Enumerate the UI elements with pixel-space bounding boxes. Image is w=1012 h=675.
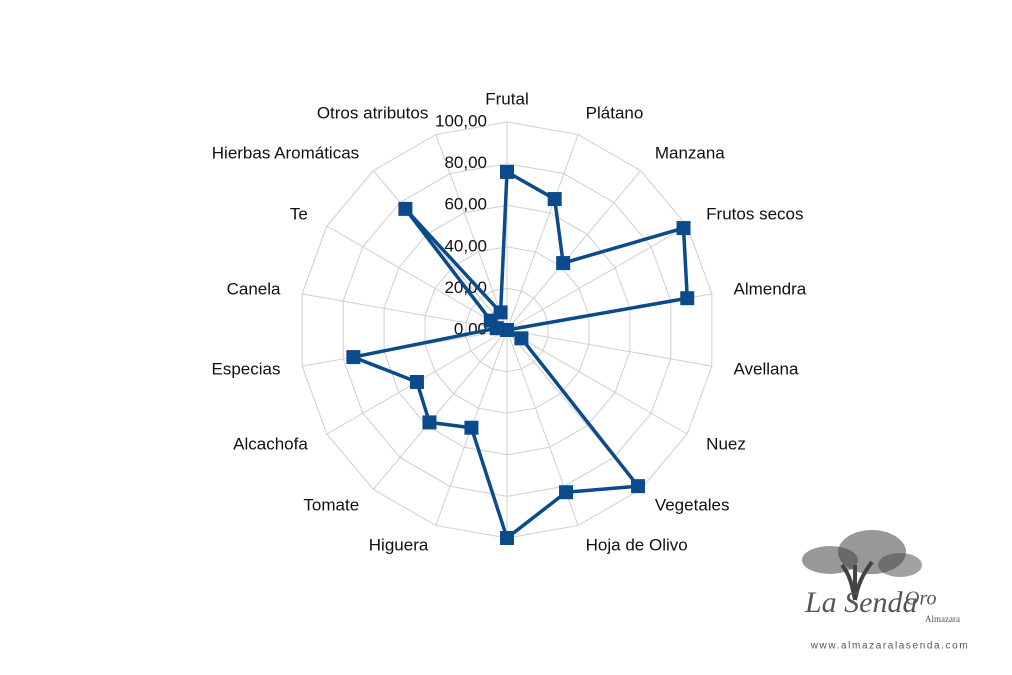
marker — [500, 531, 514, 545]
category-label: Hoja de Olivo — [586, 536, 688, 555]
logo-subtitle: Almazara — [925, 614, 960, 624]
spoke — [372, 170, 508, 331]
spoke — [506, 170, 642, 331]
category-label: Nuez — [706, 434, 746, 453]
marker — [409, 375, 424, 389]
logo-url: www.almazaralasenda.com — [810, 641, 970, 652]
marker — [680, 291, 695, 306]
marker — [464, 420, 479, 435]
marker — [556, 256, 571, 271]
category-label: Alcachofa — [233, 434, 308, 453]
marker — [547, 192, 562, 207]
grid-ring — [383, 204, 631, 456]
category-label: Otros atributos — [317, 103, 429, 122]
category-label: Higuera — [369, 536, 429, 555]
spoke — [326, 225, 508, 331]
marker — [398, 201, 413, 216]
logo-tree — [802, 530, 922, 601]
category-label: Manzana — [655, 143, 725, 162]
category-label: Almendra — [734, 280, 807, 299]
category-label: Vegetales — [655, 496, 730, 515]
r-tick-label: 40,00 — [444, 236, 487, 255]
spoke — [372, 329, 508, 490]
r-tick-label: 60,00 — [444, 195, 487, 214]
category-label: Canela — [227, 280, 281, 299]
grid-ring — [424, 246, 590, 414]
category-label: Especias — [212, 359, 281, 378]
logo: La Senda Oro Almazara www.almazaralasend… — [802, 530, 970, 652]
category-label: Hierbas Aromáticas — [212, 143, 359, 162]
spoke — [506, 225, 688, 331]
marker — [676, 221, 691, 236]
category-label: Tomate — [303, 496, 359, 515]
marker — [559, 485, 574, 500]
grid-ring — [465, 287, 549, 373]
marker — [422, 415, 437, 430]
marker — [346, 350, 361, 365]
spoke — [506, 329, 712, 367]
r-tick-label: 100,00 — [435, 111, 487, 130]
marker — [493, 305, 508, 320]
marker — [514, 331, 529, 346]
r-tick-label: 80,00 — [444, 153, 487, 172]
category-label: Plátano — [586, 103, 644, 122]
logo-name: La Senda — [804, 586, 918, 619]
spoke — [302, 293, 508, 331]
spoke — [506, 329, 688, 435]
marker — [500, 164, 514, 179]
grid-ring — [342, 163, 672, 497]
marker — [631, 479, 646, 494]
spoke — [435, 134, 508, 331]
category-label: Frutal — [485, 89, 528, 108]
spoke — [506, 134, 579, 331]
category-label: Avellana — [734, 359, 799, 378]
logo-accent: Oro — [905, 588, 936, 610]
category-label: Frutos secos — [706, 204, 803, 223]
category-label: Te — [290, 204, 308, 223]
